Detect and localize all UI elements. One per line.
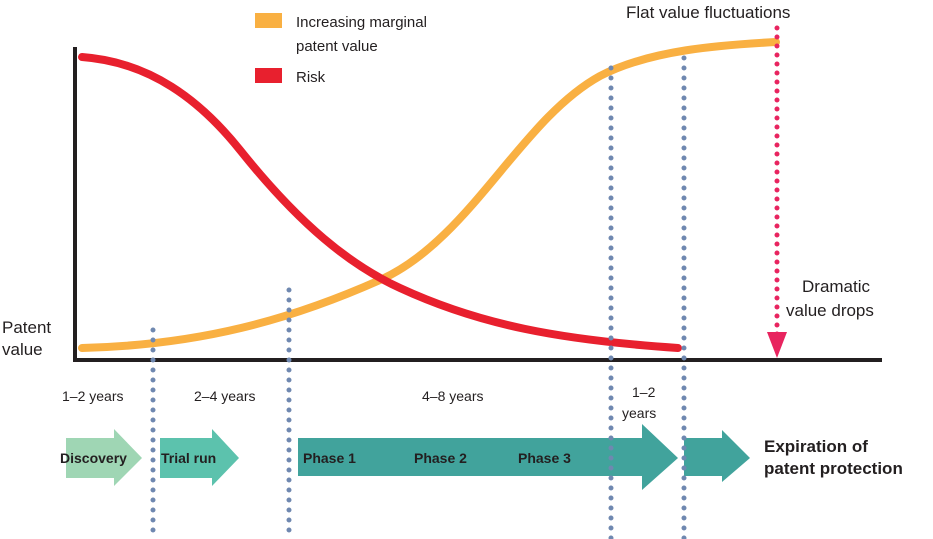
duration-label-3: 4–8 years [422,388,483,404]
final-arrow [684,430,750,482]
y-axis-label-line2: value [2,340,43,359]
phase-arrow [298,424,678,490]
discovery-arrow [66,429,142,486]
legend-label-value-line2: patent value [296,38,378,55]
dramatic-drop-annotation-line2: value drops [786,301,874,320]
expiration-label-line1: Expiration of [764,437,868,456]
legend-swatch-risk [255,68,282,83]
value-curve [78,38,780,352]
legend-label-value-line1: Increasing marginal [296,14,427,31]
duration-label-2: 2–4 years [194,388,255,404]
duration-label-1: 1–2 years [62,388,123,404]
flat-value-annotation: Flat value fluctuations [626,3,790,22]
phase-2-label: Phase 2 [414,450,467,466]
duration-label-4-line1: 1–2 [632,384,656,400]
risk-curve [78,53,682,352]
discovery-label: Discovery [60,450,127,466]
phase-1-label: Phase 1 [303,450,356,466]
duration-label-4-line2: years [622,405,656,421]
expiration-label-line2: patent protection [764,459,903,478]
phase-3-label: Phase 3 [518,450,571,466]
y-axis-label-line1: Patent [2,318,51,337]
legend: Increasing marginal patent value Risk [255,13,427,86]
trial-run-arrow [160,429,239,486]
drop-arrow-head [767,332,787,358]
legend-swatch-value [255,13,282,28]
legend-label-risk: Risk [296,69,326,86]
trial-run-label: Trial run [161,450,216,466]
dramatic-drop-annotation-line1: Dramatic [802,277,871,296]
